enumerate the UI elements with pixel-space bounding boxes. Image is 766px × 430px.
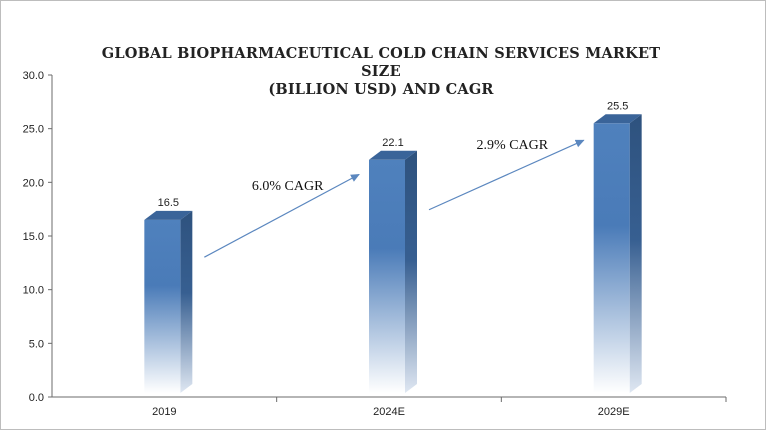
cagr-arrow xyxy=(428,139,585,211)
data-label: 16.5 xyxy=(158,197,179,209)
cagr-arrow xyxy=(204,173,360,258)
bars: 16.5 22.1 25.5 xyxy=(144,100,642,394)
bar-top xyxy=(369,150,417,160)
cagr-label: 6.0% CAGR xyxy=(252,179,324,194)
bar-2019: 16.5 xyxy=(144,197,193,393)
bar-front xyxy=(593,123,630,394)
bar-front xyxy=(144,219,181,393)
bar-2024E: 22.1 xyxy=(369,137,417,393)
bar-side xyxy=(180,210,193,393)
chart-title-line-2: (BILLION USD) AND CAGR xyxy=(268,81,494,98)
bar-top xyxy=(593,114,642,124)
bar-side xyxy=(629,114,642,394)
x-ticks: 2019 2024E 2029E xyxy=(152,397,727,418)
bar-2029E: 25.5 xyxy=(593,100,642,394)
y-tick-label: 25.0 xyxy=(23,124,44,136)
y-tick-label: 10.0 xyxy=(23,285,44,297)
cagr-annotations: 6.0% CAGR 2.9% CAGR xyxy=(204,138,585,258)
y-tick-label: 5.0 xyxy=(29,338,44,350)
y-tick-label: 0.0 xyxy=(29,392,44,404)
data-label: 25.5 xyxy=(607,100,628,112)
bar-top xyxy=(144,210,193,220)
x-tick-label: 2029E xyxy=(598,406,630,418)
y-tick-label: 30.0 xyxy=(23,70,44,82)
data-label: 22.1 xyxy=(382,137,403,149)
cagr-label: 2.9% CAGR xyxy=(477,138,549,153)
chart-title: GLOBAL BIOPHARMACEUTICAL COLD CHAIN SERV… xyxy=(81,45,681,99)
y-ticks: 0.0 5.0 10.0 15.0 20.0 25.0 30.0 xyxy=(23,70,52,404)
y-tick-label: 15.0 xyxy=(23,231,44,243)
x-tick-label: 2024E xyxy=(373,406,405,418)
bar-side xyxy=(405,150,417,393)
y-tick-label: 20.0 xyxy=(23,177,44,189)
bar-front xyxy=(369,159,405,393)
chart-title-line-1: GLOBAL BIOPHARMACEUTICAL COLD CHAIN SERV… xyxy=(101,45,661,80)
x-tick-label: 2019 xyxy=(152,406,176,418)
